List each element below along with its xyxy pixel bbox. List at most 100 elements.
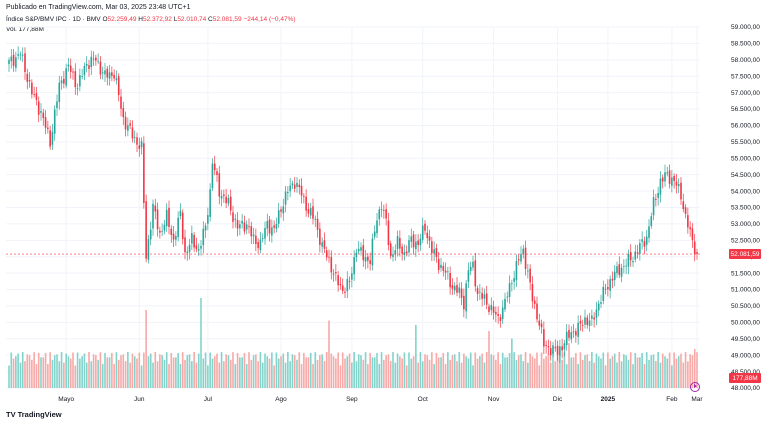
candle-body <box>588 320 591 326</box>
close-value: 52.081,59 <box>212 16 242 23</box>
volume-bar <box>453 354 456 388</box>
volume-bar <box>696 352 698 388</box>
candle-body <box>469 266 472 271</box>
tradingview-logo[interactable]: TV TradingView <box>6 410 62 419</box>
candle-body <box>250 226 253 237</box>
volume-bar <box>106 357 109 388</box>
volume-bar <box>431 352 433 388</box>
volume-bar <box>401 358 403 388</box>
volume-bar <box>99 352 102 388</box>
volume-bar <box>296 359 298 388</box>
candle-body <box>95 57 97 61</box>
volume-bar <box>335 358 337 388</box>
candle-body <box>127 125 129 131</box>
candle-body <box>282 206 285 214</box>
candle-body <box>197 249 200 251</box>
candle-body <box>168 207 170 228</box>
candle-body <box>431 241 433 254</box>
candle-body <box>554 347 557 349</box>
candle-body <box>40 111 42 113</box>
volume-bar <box>481 353 483 388</box>
volume-bar <box>524 352 527 388</box>
candle-body <box>191 233 193 244</box>
volume-bar <box>51 359 54 388</box>
candle-body <box>492 306 495 313</box>
candle-body <box>549 348 552 356</box>
candle-body <box>275 223 278 229</box>
volume-bar <box>405 365 408 388</box>
candle-body <box>545 345 547 346</box>
candle-body <box>83 65 86 76</box>
volume-bar <box>652 354 655 388</box>
volume-bar <box>351 362 353 388</box>
volume-bar <box>389 361 392 388</box>
candle-body <box>577 322 579 337</box>
volume-bar <box>15 356 17 388</box>
candle-body <box>156 209 159 230</box>
candle-body <box>296 182 298 187</box>
candle-body <box>291 183 294 186</box>
candle-body <box>138 145 141 149</box>
volume-bar <box>378 363 381 388</box>
volume-bar <box>522 361 525 388</box>
volume-bar <box>671 365 673 388</box>
candle-body <box>133 137 136 138</box>
volume-bar <box>67 356 70 388</box>
volume-label: Vol. <box>6 26 17 33</box>
candle-body <box>666 172 669 174</box>
candle-body <box>501 307 504 320</box>
volume-bar <box>611 356 614 388</box>
time-tick-label: Jun <box>134 396 145 403</box>
candle-body <box>26 73 29 82</box>
volume-bar <box>527 362 529 388</box>
candle-body <box>147 239 150 260</box>
volume-bar <box>113 364 115 388</box>
volume-bar <box>72 352 74 388</box>
candle-body <box>399 237 401 249</box>
candle-body <box>479 291 481 293</box>
replay-icon[interactable] <box>690 382 700 392</box>
volume-legend: Vol. 177,88M <box>6 26 44 33</box>
volume-bar <box>42 357 45 388</box>
candle-body <box>149 229 152 240</box>
candle-body <box>552 345 554 354</box>
volume-bar <box>591 352 593 388</box>
volume-bar <box>47 364 49 388</box>
candle-body <box>520 253 522 262</box>
price-tick-label: 54.000,00 <box>731 188 760 195</box>
candle-body <box>213 163 216 171</box>
candle-body <box>266 220 269 229</box>
volume-bar <box>625 355 627 388</box>
volume-bar <box>95 355 97 388</box>
volume-bar <box>408 352 410 388</box>
time-tick-label: Ago <box>275 396 287 403</box>
volume-bar <box>597 356 600 388</box>
candle-body <box>458 287 461 293</box>
candle-body <box>474 260 477 287</box>
candle-body <box>389 243 392 257</box>
candle-body <box>467 270 470 282</box>
candle-body <box>277 210 280 224</box>
volume-bar <box>85 362 88 388</box>
candle-body <box>481 292 483 299</box>
volume-bar <box>639 357 641 388</box>
volume-bar <box>355 361 358 388</box>
candle-body <box>131 127 134 139</box>
candle-body <box>351 273 353 280</box>
volume-bar <box>21 352 24 388</box>
volume-bar <box>437 357 440 388</box>
candle-body <box>303 196 305 197</box>
volume-bar <box>305 357 307 388</box>
volume-bar <box>479 356 481 388</box>
volume-bar <box>570 357 573 388</box>
volume-bar <box>195 362 198 388</box>
candle-body <box>67 64 70 67</box>
volume-bar <box>648 359 650 388</box>
volume-bar <box>360 355 362 388</box>
volume-bar <box>415 325 417 388</box>
candle-body <box>337 275 339 286</box>
candle-body <box>49 130 51 147</box>
candle-body <box>33 94 35 95</box>
volume-bar <box>568 343 570 388</box>
